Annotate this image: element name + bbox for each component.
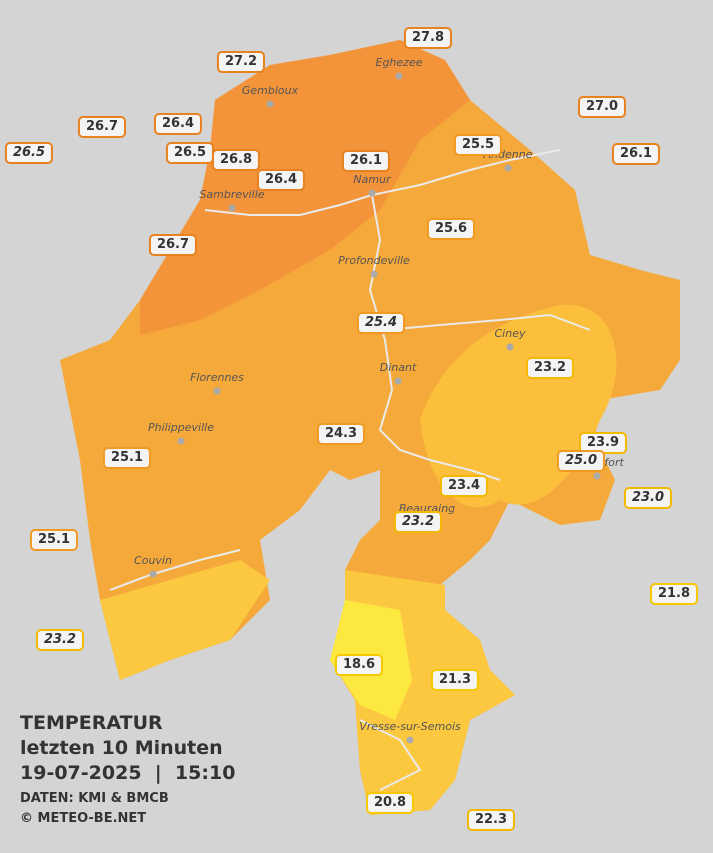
river: [359, 719, 422, 791]
station-temperature: 23.2: [35, 629, 85, 651]
station-temperature: 26.8: [211, 149, 261, 171]
station-temperature: 25.5: [453, 134, 503, 156]
station-temperature: 26.5: [165, 142, 215, 164]
city-label: Ciney: [495, 327, 526, 340]
city-label: Profondeville: [338, 254, 410, 267]
city-label: Couvin: [134, 554, 172, 567]
city-dot: [213, 387, 221, 395]
city-dot: [149, 570, 157, 578]
station-temperature: 26.7: [148, 234, 198, 256]
timestamp: 19-07-2025 | 15:10: [20, 762, 236, 784]
station-temperature: 26.4: [153, 113, 203, 135]
city-dot: [228, 204, 236, 212]
city-label: Gembloux: [242, 84, 299, 97]
river: [384, 313, 591, 331]
copyright: © METEO-BE.NET: [20, 811, 147, 826]
mild-zone-sw: [100, 560, 270, 680]
city-label: Namur: [353, 173, 392, 186]
subtitle: letzten 10 Minuten: [20, 737, 223, 759]
city-dot: [266, 100, 274, 108]
city-label: Florennes: [190, 371, 244, 384]
city-dot: [370, 270, 378, 278]
river: [368, 194, 501, 481]
station-temperature: 27.8: [403, 27, 453, 49]
station-temperature: 23.2: [393, 511, 443, 533]
station-temperature: 24.3: [316, 423, 366, 445]
station-temperature: 26.1: [341, 150, 391, 172]
station-temperature: 25.1: [29, 529, 79, 551]
station-temperature: 27.0: [577, 96, 627, 118]
source: DATEN: KMI & BMCB: [20, 791, 169, 806]
station-temperature: 18.6: [334, 654, 384, 676]
city-dot: [504, 164, 512, 172]
station-temperature: 21.3: [430, 669, 480, 691]
city-label: Vresse-sur-Semois: [359, 720, 461, 733]
station-temperature: 27.2: [216, 51, 266, 73]
city-dot: [368, 189, 376, 197]
city-dot: [406, 736, 414, 744]
city-label: Dinant: [380, 361, 417, 374]
station-temperature: 25.4: [356, 312, 406, 334]
station-temperature: 23.9: [578, 432, 628, 454]
city-dot: [506, 343, 514, 351]
city-label: Sambreville: [199, 188, 264, 201]
station-temperature: 23.0: [623, 487, 673, 509]
station-temperature: 26.1: [611, 143, 661, 165]
warm-zone: [140, 40, 470, 335]
station-temperature: 25.1: [102, 447, 152, 469]
station-temperature: 25.6: [426, 218, 476, 240]
river: [109, 549, 241, 591]
station-temperature: 23.2: [525, 357, 575, 379]
city-dot: [395, 72, 403, 80]
city-dot: [593, 472, 601, 480]
city-dot: [394, 377, 402, 385]
station-temperature: 23.4: [439, 475, 489, 497]
station-temperature: 25.0: [556, 450, 606, 472]
station-temperature: 26.4: [256, 169, 306, 191]
station-temperature: 20.8: [365, 792, 415, 814]
city-label: Eghezee: [376, 56, 423, 69]
city-label: Philippeville: [148, 421, 214, 434]
station-temperature: 26.5: [4, 142, 54, 164]
station-temperature: 22.3: [466, 809, 516, 831]
station-temperature: 26.7: [77, 116, 127, 138]
title: TEMPERATUR: [20, 712, 163, 734]
city-dot: [177, 437, 185, 445]
station-temperature: 21.8: [649, 583, 699, 605]
